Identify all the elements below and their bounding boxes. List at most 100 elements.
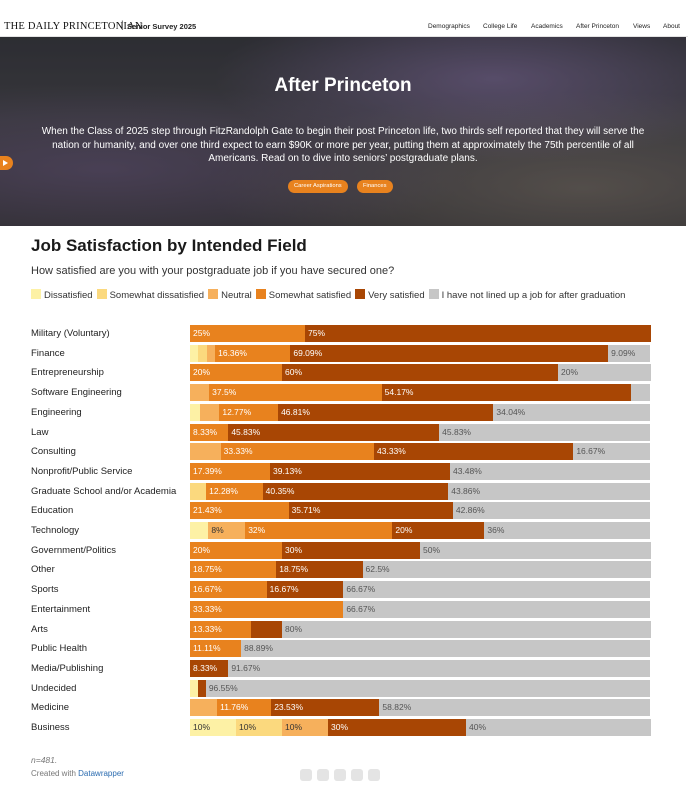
bar-segment[interactable] — [288, 502, 454, 520]
bar-segment[interactable] — [420, 541, 651, 559]
bar-segment[interactable] — [305, 325, 651, 342]
bar-segment[interactable] — [190, 699, 218, 717]
bar-segment[interactable] — [558, 364, 651, 382]
bar-segment[interactable] — [362, 561, 651, 579]
bar-segment[interactable] — [466, 719, 651, 736]
bar-segment[interactable] — [190, 482, 207, 500]
nav-about[interactable]: About — [663, 23, 680, 30]
bar-segment[interactable] — [190, 423, 229, 441]
bar-segment[interactable] — [217, 699, 272, 717]
page-dot[interactable] — [300, 769, 312, 781]
bar-segment[interactable] — [266, 581, 344, 599]
bar-segment[interactable] — [190, 443, 222, 461]
bar-segment[interactable] — [271, 699, 380, 717]
page-dot[interactable] — [317, 769, 329, 781]
bar-segment[interactable] — [228, 423, 440, 441]
bar-segment[interactable] — [190, 600, 344, 618]
page-dot[interactable] — [368, 769, 380, 781]
hero-play-icon[interactable] — [0, 156, 13, 170]
bar-segment[interactable] — [236, 719, 283, 736]
bar-segment[interactable] — [190, 502, 290, 520]
nav-views[interactable]: Views — [633, 23, 651, 30]
row-label: Undecided — [31, 682, 77, 694]
legend-item: Very satisfied — [355, 289, 425, 303]
bar-track: 8.33% 91.67% — [190, 659, 651, 677]
chart-row: Technology 8% 32% 20% 36% — [0, 521, 688, 540]
row-label: Other — [31, 564, 55, 576]
brand-subtitle[interactable]: Senior Survey 2025 — [127, 22, 197, 31]
bar-segment[interactable] — [328, 719, 467, 736]
bar-segment[interactable] — [190, 659, 229, 677]
chart-row: Software Engineering 37.5% 54.17% — [0, 383, 688, 402]
bar-segment[interactable] — [190, 344, 199, 362]
bar-segment[interactable] — [448, 482, 651, 500]
finances-button[interactable]: Finances — [357, 180, 393, 193]
bar-segment[interactable] — [190, 719, 237, 736]
bar-segment[interactable] — [282, 620, 651, 638]
bar-segment[interactable] — [241, 640, 651, 658]
bar-segment[interactable] — [630, 384, 651, 402]
bar-track: 25% 75% — [190, 325, 651, 342]
bar-segment[interactable] — [452, 502, 651, 520]
bar-segment[interactable] — [343, 600, 651, 618]
bar-segment[interactable] — [439, 423, 651, 441]
bar-segment[interactable] — [608, 344, 651, 362]
bar-segment[interactable] — [190, 403, 201, 421]
bar-segment[interactable] — [282, 541, 421, 559]
bar-segment[interactable] — [251, 620, 283, 638]
bar-segment[interactable] — [493, 403, 651, 421]
bar-segment[interactable] — [262, 482, 449, 500]
bar-segment[interactable] — [343, 581, 651, 599]
nav-after-princeton[interactable]: After Princeton — [576, 23, 619, 30]
bar-segment[interactable] — [190, 581, 268, 599]
bar-segment[interactable] — [379, 699, 651, 717]
bar-segment[interactable] — [282, 364, 559, 382]
bar-segment[interactable] — [220, 443, 375, 461]
bar-segment[interactable] — [245, 522, 393, 539]
bar-segment[interactable] — [374, 443, 574, 461]
bar-segment[interactable] — [190, 462, 271, 480]
bar-segment[interactable] — [392, 522, 485, 539]
bar-segment[interactable] — [269, 462, 451, 480]
page-dot[interactable] — [334, 769, 346, 781]
bar-segment[interactable] — [282, 719, 329, 736]
bar-segment[interactable] — [198, 344, 208, 362]
bar-segment[interactable] — [190, 561, 277, 579]
bar-segment[interactable] — [197, 679, 207, 697]
legend-swatch — [208, 289, 219, 299]
bar-segment[interactable] — [484, 522, 651, 539]
row-label: Sports — [31, 584, 59, 596]
bar-segment[interactable] — [205, 679, 651, 697]
bar-segment[interactable] — [219, 403, 279, 421]
bar-segment[interactable] — [190, 364, 283, 382]
bar-segment[interactable] — [206, 482, 264, 500]
bar-segment[interactable] — [190, 640, 242, 658]
bar-segment[interactable] — [190, 384, 210, 402]
brand-logo[interactable]: THE DAILY PRINCETONIAN — [4, 21, 143, 32]
bar-segment[interactable] — [573, 443, 651, 461]
row-label: Education — [31, 505, 74, 517]
bar-segment[interactable] — [190, 541, 283, 559]
career-aspirations-button[interactable]: Career Aspirations — [288, 180, 348, 193]
bar-segment[interactable] — [190, 325, 306, 342]
bar-segment[interactable] — [278, 403, 494, 421]
page-dot[interactable] — [351, 769, 363, 781]
nav-academics[interactable]: Academics — [531, 23, 563, 30]
bar-track: 18.75% 18.75% 62.5% — [190, 561, 651, 579]
bar-segment[interactable] — [449, 462, 651, 480]
bar-segment[interactable] — [190, 522, 209, 539]
bar-segment[interactable] — [381, 384, 632, 402]
datawrapper-link[interactable]: Datawrapper — [78, 769, 124, 778]
bar-segment[interactable] — [208, 522, 246, 539]
bar-segment[interactable] — [276, 561, 363, 579]
bar-segment[interactable] — [215, 344, 291, 362]
bar-segment[interactable] — [190, 620, 252, 638]
nav-demographics[interactable]: Demographics — [428, 23, 470, 30]
nav-college-life[interactable]: College Life — [483, 23, 518, 30]
bar-segment[interactable] — [199, 403, 220, 421]
bar-segment[interactable] — [290, 344, 609, 362]
bar-segment[interactable] — [190, 679, 199, 697]
bar-segment[interactable] — [206, 344, 216, 362]
bar-segment[interactable] — [228, 659, 651, 677]
bar-segment[interactable] — [209, 384, 383, 402]
